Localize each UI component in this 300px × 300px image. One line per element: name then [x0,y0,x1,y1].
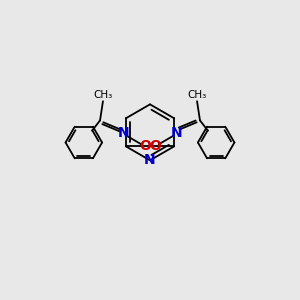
Text: O: O [149,139,161,153]
Text: CH₃: CH₃ [188,90,207,100]
Text: N: N [144,153,156,167]
Text: N: N [118,126,129,140]
Text: O: O [139,139,151,153]
Text: CH₃: CH₃ [93,90,112,100]
Text: N: N [171,126,182,140]
